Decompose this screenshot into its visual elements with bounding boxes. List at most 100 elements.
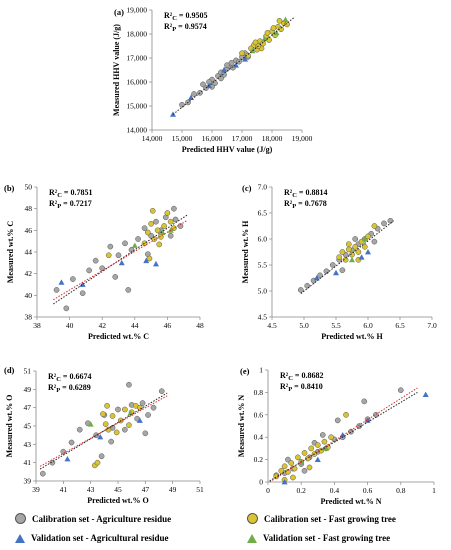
r2-prediction: R²P = 0.6289 bbox=[48, 383, 91, 394]
data-point bbox=[365, 233, 371, 240]
data-point bbox=[118, 259, 125, 266]
data-point bbox=[252, 39, 259, 46]
legend-label: Calibration set - Agriculture residue bbox=[32, 513, 172, 524]
y-tick-label: 46 bbox=[25, 226, 33, 235]
legend-item-cal-agri: Calibration set - Agriculture residue bbox=[15, 513, 171, 524]
data-point bbox=[99, 265, 106, 272]
data-point bbox=[266, 37, 272, 43]
data-point bbox=[164, 210, 171, 216]
data-point bbox=[352, 236, 359, 242]
data-point bbox=[381, 220, 387, 227]
x-tick-label: 4.5 bbox=[267, 321, 277, 330]
data-point bbox=[127, 410, 134, 416]
panel-label: (a) bbox=[114, 7, 124, 17]
y-tick-label: 49 bbox=[24, 385, 32, 394]
y-tick-label: 47 bbox=[24, 403, 32, 412]
data-point bbox=[242, 56, 248, 62]
x-tick-label: 1 bbox=[432, 486, 436, 495]
data-point bbox=[334, 417, 341, 424]
data-point bbox=[131, 242, 138, 248]
data-point bbox=[158, 388, 165, 395]
data-point bbox=[323, 268, 330, 275]
data-point bbox=[371, 238, 378, 245]
data-point bbox=[135, 236, 141, 242]
x-tick-label: 42 bbox=[98, 321, 106, 330]
x-tick-label: 14,000 bbox=[142, 134, 163, 143]
data-point bbox=[149, 207, 156, 214]
data-point bbox=[144, 229, 151, 236]
x-tick-label: 38 bbox=[33, 321, 41, 330]
data-point bbox=[361, 243, 368, 250]
y-tick-label: 45 bbox=[24, 422, 32, 431]
y-tick-label: 40 bbox=[25, 291, 33, 300]
r2-prediction: R²P = 0.9574 bbox=[164, 22, 207, 33]
x-tick-label: 48 bbox=[196, 321, 204, 330]
data-point bbox=[92, 257, 99, 264]
data-point bbox=[264, 29, 271, 36]
y-tick-label: 5.5 bbox=[258, 261, 268, 270]
x-tick-label: 47 bbox=[142, 485, 150, 494]
r2-calibration: R²C = 0.7851 bbox=[49, 188, 92, 199]
trendline-calibration bbox=[39, 392, 168, 470]
y-tick-label: 41 bbox=[24, 458, 32, 467]
data-point bbox=[100, 411, 106, 417]
r2-prediction: R²P = 0.8410 bbox=[280, 382, 323, 393]
data-point bbox=[345, 241, 352, 248]
data-point bbox=[102, 421, 109, 428]
data-point bbox=[142, 430, 149, 437]
y-axis-title: Measured HHV value (J/g) bbox=[112, 24, 121, 116]
data-point bbox=[108, 438, 115, 445]
trendline-prediction bbox=[269, 387, 418, 483]
data-point bbox=[139, 400, 146, 406]
x-tick-label: 39 bbox=[32, 485, 40, 494]
data-point bbox=[60, 448, 67, 455]
x-tick-label: 16,000 bbox=[202, 134, 223, 143]
data-point bbox=[63, 305, 70, 312]
data-point bbox=[143, 257, 150, 264]
data-point bbox=[161, 223, 167, 229]
data-point bbox=[141, 225, 148, 232]
data-point bbox=[270, 25, 277, 31]
trendline-calibration bbox=[53, 214, 188, 305]
data-point bbox=[397, 387, 404, 394]
data-point bbox=[113, 429, 120, 436]
data-point bbox=[167, 232, 174, 239]
r2-prediction: R²P = 0.7678 bbox=[284, 199, 327, 210]
data-point bbox=[137, 404, 143, 411]
data-point bbox=[339, 249, 346, 255]
data-point bbox=[98, 453, 105, 460]
data-point bbox=[281, 463, 288, 470]
data-point bbox=[146, 255, 153, 262]
data-point bbox=[159, 229, 166, 235]
data-point bbox=[314, 456, 321, 462]
y-tick-label: 0.4 bbox=[254, 433, 264, 442]
y-tick-label: 17,000 bbox=[126, 54, 147, 63]
data-point bbox=[58, 279, 65, 285]
x-tick-label: 40 bbox=[66, 321, 74, 330]
data-point bbox=[290, 474, 296, 481]
data-point bbox=[261, 35, 268, 42]
data-point bbox=[343, 411, 349, 418]
data-point bbox=[328, 434, 334, 441]
y-tick-label: 0.6 bbox=[254, 410, 264, 419]
data-point bbox=[365, 249, 371, 255]
data-point bbox=[221, 67, 227, 73]
y-axis-title: Measured wt.% O bbox=[5, 395, 14, 458]
data-point bbox=[53, 287, 60, 293]
y-tick-label: 15,000 bbox=[126, 102, 147, 111]
data-point bbox=[317, 272, 323, 279]
data-point bbox=[105, 252, 112, 259]
data-point bbox=[112, 274, 119, 280]
x-tick-label: 44 bbox=[131, 321, 139, 330]
x-tick-label: 0.6 bbox=[363, 486, 373, 495]
r2-calibration: R²C = 0.9505 bbox=[164, 11, 207, 22]
data-point bbox=[333, 269, 339, 276]
data-point bbox=[278, 26, 284, 33]
legend-circle-grey-icon bbox=[15, 513, 26, 524]
data-point bbox=[342, 256, 349, 263]
chart-panel-c: 4.5 5.0 5.5 6.0 6.5 7.0 4.5 5.0 5.5 6.0 6.5 7.0 Pred… bbox=[241, 183, 437, 342]
x-tick-label: 5.5 bbox=[331, 321, 341, 330]
legend-label: Validation set - Agricultural residue bbox=[31, 533, 169, 543]
data-point bbox=[121, 426, 128, 433]
data-point bbox=[172, 216, 179, 223]
